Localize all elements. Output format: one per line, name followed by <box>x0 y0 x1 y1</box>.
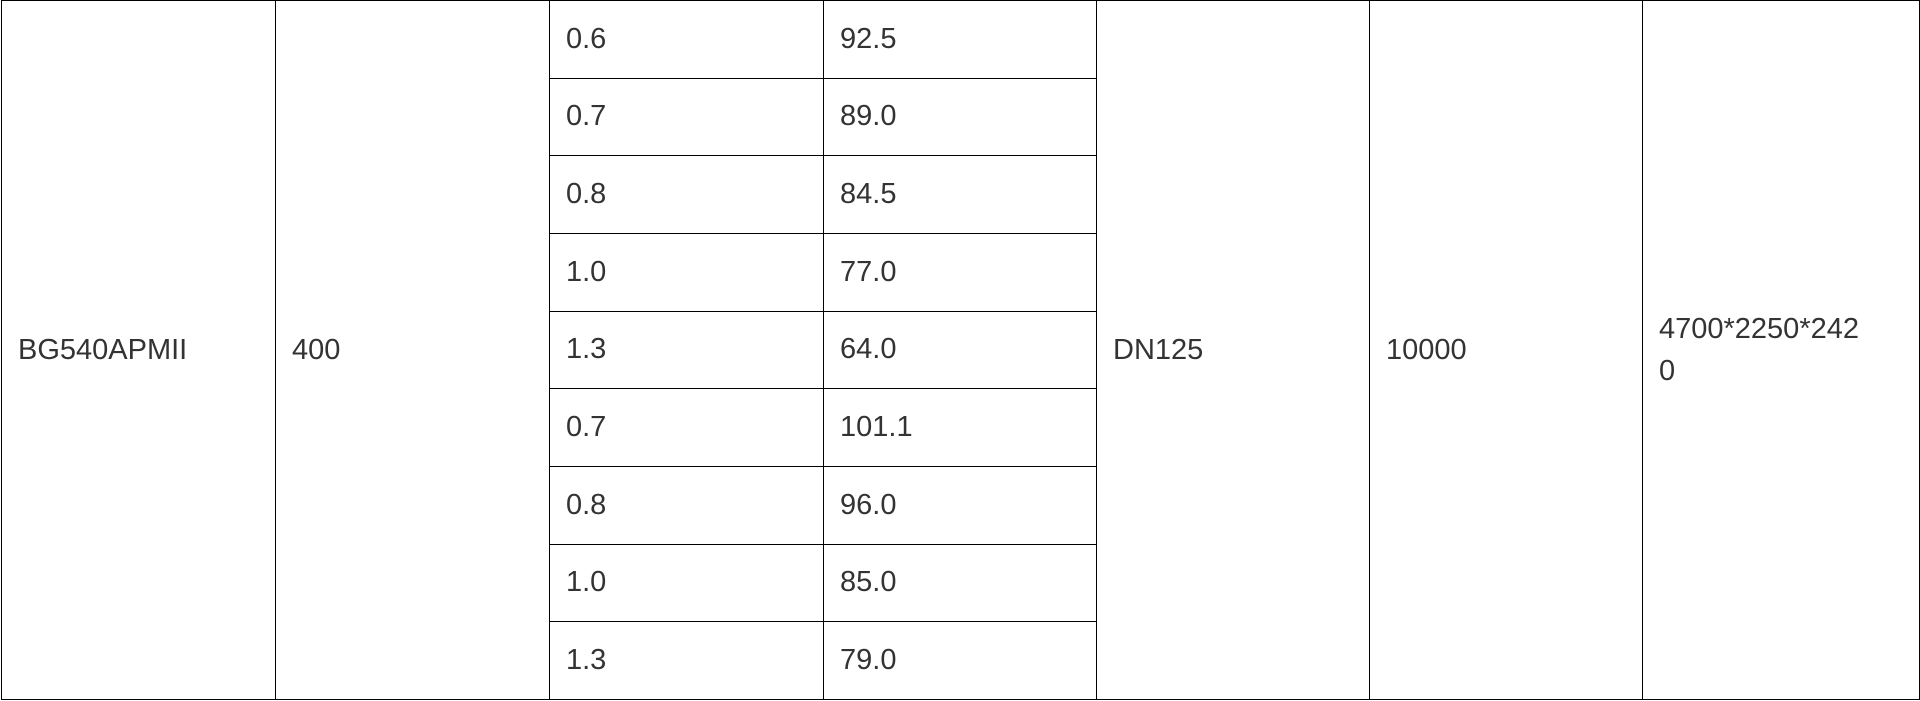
flow-cell: 77.0 <box>823 232 1097 312</box>
model-cell: BG540APMII <box>1 0 276 700</box>
table-row: 1.0 77.0 <box>2 232 1920 312</box>
table-row: 0.7 101.1 <box>2 388 1920 467</box>
pressure-cell: 1.3 <box>549 310 824 390</box>
pressure-cell: 0.7 <box>549 77 824 157</box>
pressure-cell: 1.3 <box>549 621 824 700</box>
flow-cell: 79.0 <box>823 621 1097 700</box>
flow-cell: 89.0 <box>823 77 1097 157</box>
value-cell: 10000 <box>1369 0 1643 700</box>
pressure-cell: 0.6 <box>549 0 824 79</box>
flow-cell: 92.5 <box>823 0 1097 79</box>
pressure-cell: 0.8 <box>549 155 824 234</box>
table-row: 0.8 96.0 <box>2 465 1920 545</box>
dimensions-text: 4700*2250*2420 <box>1659 312 1859 387</box>
flow-cell: 101.1 <box>823 388 1097 467</box>
value-cell: 400 <box>275 0 550 700</box>
pressure-cell: 1.0 <box>549 543 824 623</box>
table-row: 1.3 79.0 <box>2 621 1920 700</box>
flow-cell: 96.0 <box>823 465 1097 545</box>
flow-cell: 64.0 <box>823 310 1097 390</box>
pressure-cell: 0.7 <box>549 388 824 467</box>
flow-cell: 84.5 <box>823 155 1097 234</box>
table-row: 0.7 89.0 <box>2 77 1920 157</box>
outlet-cell: DN125 <box>1096 0 1370 700</box>
table-row: 1.3 64.0 <box>2 310 1920 390</box>
pressure-cell: 0.8 <box>549 465 824 545</box>
pressure-cell: 1.0 <box>549 232 824 312</box>
table-row: 1.0 85.0 <box>2 543 1920 623</box>
dimensions-cell: 4700*2250*2420 <box>1642 0 1920 700</box>
flow-cell: 85.0 <box>823 543 1097 623</box>
